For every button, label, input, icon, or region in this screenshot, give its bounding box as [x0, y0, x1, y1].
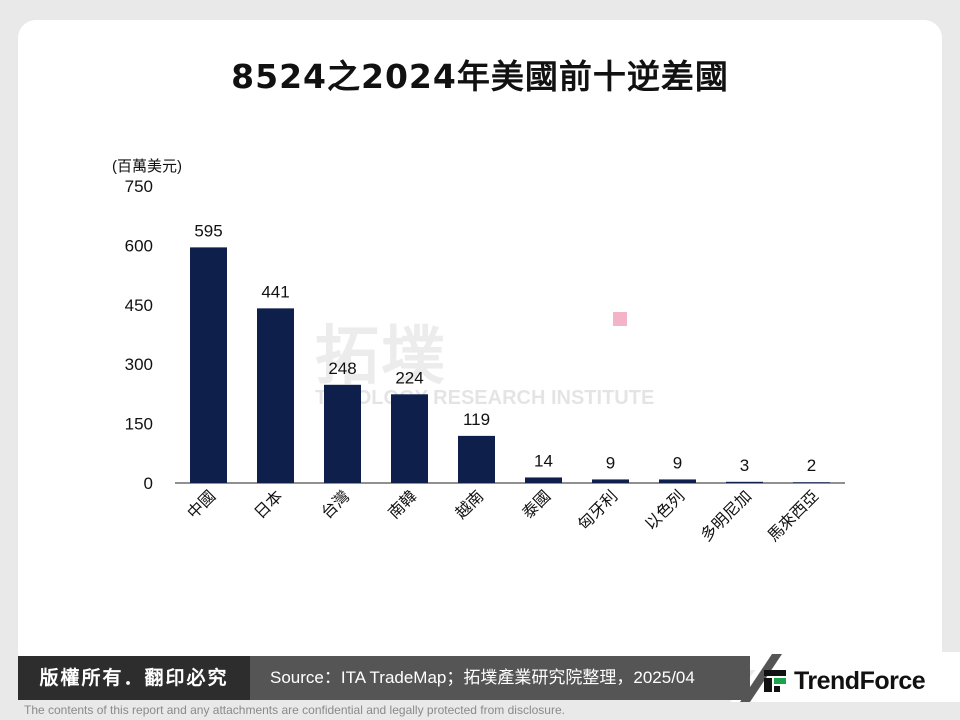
y-axis-unit-label: (百萬美元)	[112, 158, 182, 175]
bar	[190, 247, 227, 483]
y-tick-label: 150	[125, 415, 153, 434]
data-label: 595	[194, 221, 222, 240]
y-tick-label: 750	[125, 177, 153, 196]
x-tick-label: 多明尼加	[697, 486, 756, 545]
bar	[324, 384, 361, 483]
bar	[391, 394, 428, 483]
x-tick-label: 馬來西亞	[764, 486, 823, 545]
data-label: 224	[395, 368, 423, 387]
data-label: 2	[807, 456, 816, 475]
bar	[458, 435, 495, 483]
report-card	[18, 20, 942, 670]
trendforce-logo: TrendForce	[762, 664, 926, 698]
data-label: 9	[606, 453, 615, 472]
bar	[592, 479, 629, 483]
x-tick-label: 以色列	[641, 486, 688, 533]
brand-name: TrendForce	[794, 666, 926, 695]
data-label: 441	[261, 282, 289, 301]
data-label: 14	[534, 451, 553, 470]
y-tick-label: 300	[125, 355, 153, 374]
copyright-notice: 版權所有．翻印必究	[18, 656, 250, 700]
bar	[793, 482, 830, 484]
data-label: 119	[463, 410, 490, 429]
data-label: 248	[328, 359, 356, 378]
y-tick-label: 450	[125, 296, 153, 315]
y-tick-label: 600	[125, 236, 153, 255]
bar	[726, 481, 763, 483]
x-tick-label: 日本	[250, 486, 286, 522]
trendforce-logo-icon	[764, 670, 786, 692]
disclaimer-text: The contents of this report and any atta…	[24, 703, 565, 717]
y-tick-label: 0	[144, 474, 153, 493]
x-tick-label: 匈牙利	[574, 486, 621, 533]
brand-panel	[740, 654, 960, 702]
source-text: Source：ITA TradeMap；拓墣產業研究院整理，2025/04	[270, 668, 695, 687]
x-tick-label: 越南	[451, 486, 487, 522]
data-label: 9	[673, 453, 682, 472]
x-tick-label: 泰國	[518, 486, 554, 522]
bar	[257, 308, 294, 483]
x-tick-label: 台灣	[317, 486, 353, 522]
bar-chart: 0 150 300 450 600 750 595 中國 441 日本 248 台灣 224 南韓 119 越…	[125, 177, 845, 545]
data-label: 3	[740, 456, 749, 475]
bar	[525, 477, 562, 483]
chart-title: 8524之2024年美國前十逆差國	[231, 57, 729, 96]
bar	[659, 479, 696, 483]
source-bar	[250, 656, 750, 700]
x-tick-label: 南韓	[384, 486, 420, 522]
x-tick-label: 中國	[183, 486, 219, 522]
